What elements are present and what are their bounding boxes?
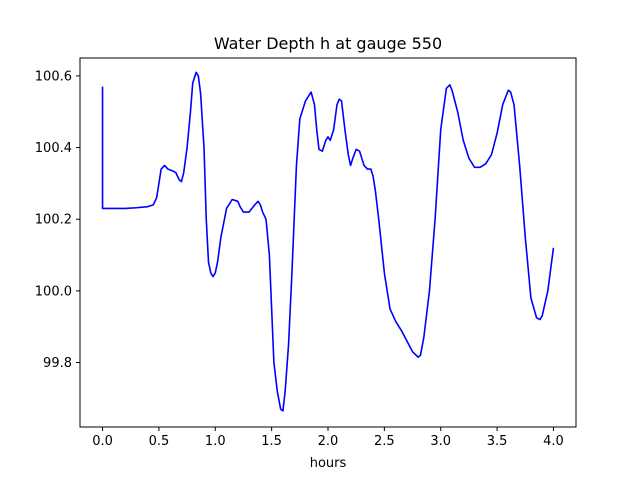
y-tick-label: 100.0 (35, 284, 72, 299)
x-tick-label: 3.0 (430, 434, 451, 449)
x-tick-label: 1.0 (205, 434, 226, 449)
x-axis: 0.0 0.5 1.0 1.5 2.0 2.5 3.0 3.5 4.0 (92, 427, 564, 449)
x-tick-label: 4.0 (543, 434, 564, 449)
plot-frame (79, 57, 577, 428)
x-tick-label: 2.5 (374, 434, 395, 449)
y-axis: 99.8 100.0 100.2 100.4 100.6 (35, 69, 80, 371)
x-tick-label: 0.5 (149, 434, 170, 449)
x-tick-label: 1.5 (261, 434, 282, 449)
x-tick-label: 3.5 (487, 434, 508, 449)
chart-title: Water Depth h at gauge 550 (214, 34, 442, 53)
x-axis-label: hours (310, 456, 347, 471)
plot-area (101, 71, 555, 412)
y-tick-label: 99.8 (43, 356, 72, 371)
x-tick-label: 2.0 (318, 434, 339, 449)
x-tick-label: 0.0 (92, 434, 113, 449)
series-line-0 (101, 71, 555, 412)
y-tick-label: 100.4 (35, 141, 72, 156)
y-tick-label: 100.2 (35, 213, 72, 228)
y-tick-label: 100.6 (35, 69, 72, 84)
